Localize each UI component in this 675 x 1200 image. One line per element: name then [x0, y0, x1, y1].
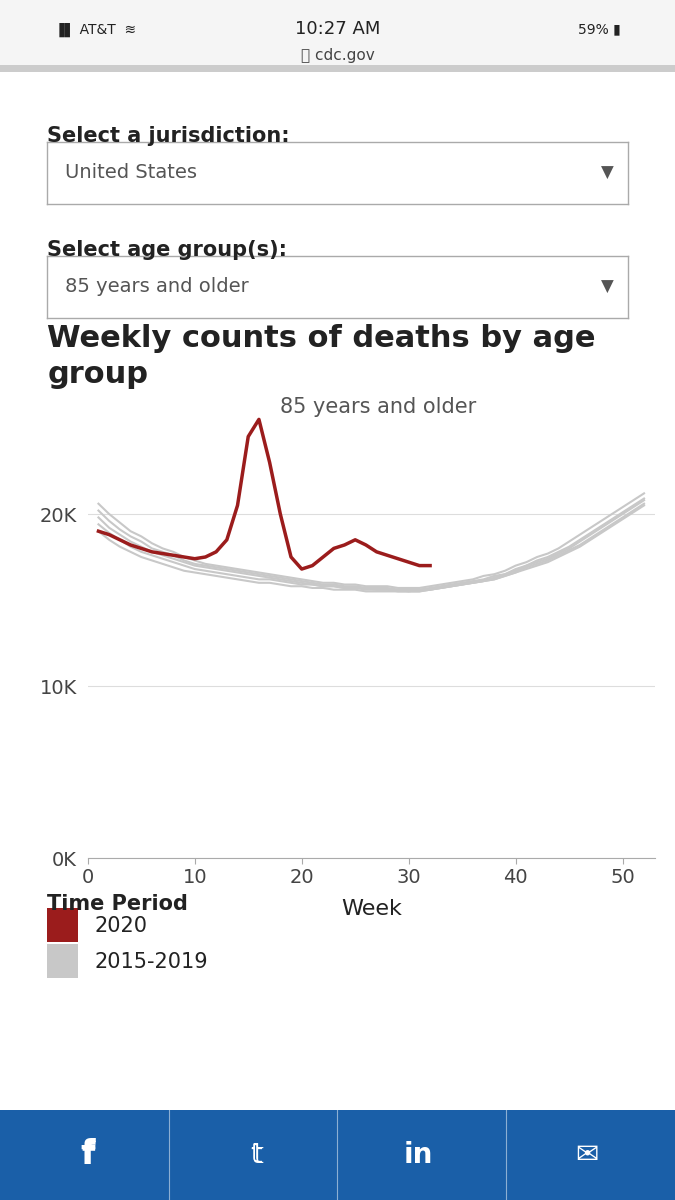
Text: ▼: ▼	[601, 163, 614, 181]
Text: 10:27 AM: 10:27 AM	[295, 19, 380, 37]
Text: 2015-2019: 2015-2019	[95, 953, 208, 972]
Text: 85 years and older: 85 years and older	[280, 397, 477, 418]
Text: Time Period: Time Period	[47, 894, 188, 914]
Text: 85 years and older: 85 years and older	[65, 277, 248, 296]
Text: ▐▌ AT&T  ≋: ▐▌ AT&T ≋	[54, 23, 136, 37]
Text: 🔒 cdc.gov: 🔒 cdc.gov	[300, 48, 375, 62]
Text: 𝕥: 𝕥	[250, 1142, 263, 1166]
Text: 2020: 2020	[95, 917, 148, 936]
Text: United States: United States	[65, 163, 196, 182]
Text: ▼: ▼	[601, 277, 614, 295]
Text: Weekly counts of deaths by age
group: Weekly counts of deaths by age group	[47, 324, 596, 389]
Text: 𝕥: 𝕥	[250, 1141, 263, 1169]
Text: in: in	[404, 1141, 433, 1169]
Text: f: f	[81, 1140, 95, 1170]
Text: 59% ▮: 59% ▮	[578, 23, 621, 37]
Text: f: f	[80, 1139, 95, 1171]
X-axis label: Week: Week	[341, 899, 402, 918]
Text: ✉: ✉	[576, 1141, 599, 1169]
Text: Select age group(s):: Select age group(s):	[47, 240, 288, 260]
Text: Select a jurisdiction:: Select a jurisdiction:	[47, 126, 290, 146]
